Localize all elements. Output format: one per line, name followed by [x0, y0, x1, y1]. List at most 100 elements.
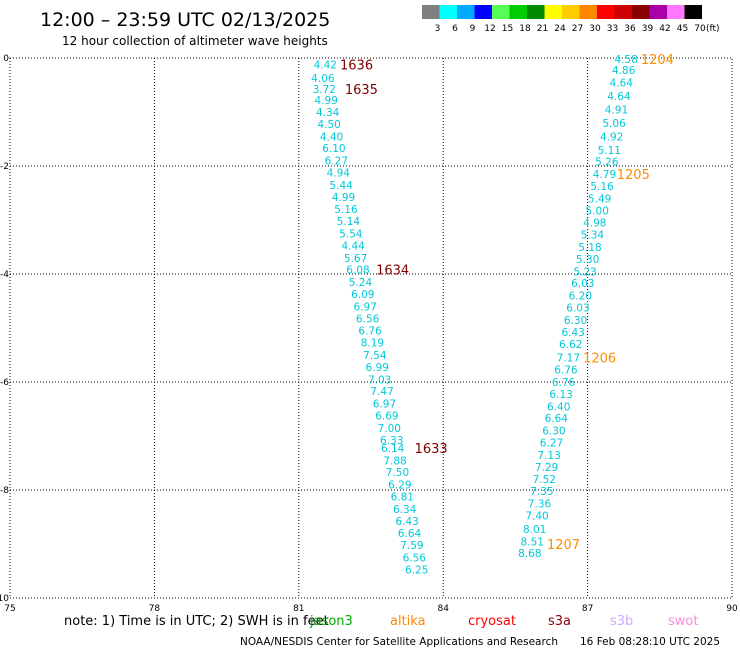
pass-label: 1634	[376, 264, 409, 279]
satellite-legend: jason3 altika cryosat s3a s3b swot	[309, 614, 698, 629]
swh-value: 4.99	[332, 192, 355, 204]
swh-value: 6.56	[403, 553, 427, 565]
swh-value: 4.50	[317, 119, 340, 131]
swh-value: 8.68	[518, 548, 541, 560]
swh-value: 6.20	[569, 291, 592, 303]
legend-swatch-70	[684, 5, 702, 19]
swh-value: 7.13	[537, 450, 560, 462]
y-tick-label: -6	[0, 378, 9, 388]
swh-value: 7.50	[386, 467, 409, 479]
swh-value: 8.19	[361, 338, 384, 350]
axis-tick-labels: 75 78 81 84 87 90 0 -2 -4 -6 -8 -10	[0, 54, 738, 614]
satellite-cryosat: cryosat	[468, 614, 516, 629]
x-tick-label: 75	[4, 604, 15, 614]
legend-swatch-15	[492, 5, 510, 19]
swh-value: 7.52	[533, 474, 556, 486]
pass-label: 1204	[641, 53, 674, 68]
pass-label: 1207	[547, 538, 580, 553]
legend-label-15: 15	[502, 24, 513, 34]
swh-value: 4.34	[316, 107, 340, 119]
legend-label-30: 30	[589, 24, 601, 34]
legend-label-27: 27	[572, 24, 583, 34]
x-tick-label: 84	[437, 604, 449, 614]
y-tick-label: -2	[0, 162, 9, 172]
swh-values: 4.424.063.724.994.344.504.406.106.274.94…	[311, 54, 638, 576]
swh-value: 6.09	[351, 289, 374, 301]
legend-label-39: 39	[642, 24, 654, 34]
legend-label-9: 9	[470, 24, 476, 34]
plot-grid	[9, 57, 733, 599]
x-tick-label: 78	[149, 604, 161, 614]
legend-swatch-6	[439, 5, 457, 19]
swh-value: 4.99	[315, 95, 338, 107]
swh-value: 4.06	[311, 73, 335, 85]
legend-label-42: 42	[659, 24, 670, 34]
swh-value: 5.00	[586, 205, 609, 217]
legend-swatch-27	[562, 5, 580, 19]
swh-value: 6.64	[545, 413, 569, 425]
swh-value: 5.06	[602, 118, 626, 130]
satellite-jason3: jason3	[309, 614, 353, 629]
satellite-s3a: s3a	[548, 614, 571, 629]
legend-swatch-30	[579, 5, 597, 19]
swh-value: 6.34	[393, 504, 417, 516]
legend-swatch-18	[509, 5, 527, 19]
swh-value: 6.25	[405, 564, 428, 576]
swh-value: 5.67	[344, 253, 367, 265]
legend-label-12: 12	[484, 24, 495, 34]
swh-value: 6.13	[549, 389, 572, 401]
pass-labels: 1636 1635 1634 1633 1204 1205 1206 1207	[340, 53, 674, 553]
legend-swatch-36	[614, 5, 632, 19]
swh-value: 4.58	[614, 54, 637, 66]
swh-value: 4.86	[612, 65, 636, 77]
swh-value: 6.40	[547, 401, 570, 413]
swh-value: 4.42	[314, 59, 337, 71]
swh-value: 6.81	[391, 491, 414, 503]
x-tick-label: 81	[293, 604, 304, 614]
footer-timestamp: 16 Feb 08:28:10 UTC 2025	[580, 636, 720, 648]
swh-value: 7.47	[370, 386, 393, 398]
swh-value: 5.49	[588, 193, 611, 205]
swh-value: 5.24	[349, 277, 373, 289]
swh-value: 6.33	[380, 435, 403, 447]
swh-value: 6.08	[346, 265, 369, 277]
swh-value: 6.03	[566, 302, 589, 314]
swh-value: 5.18	[578, 242, 601, 254]
legend-swatch-21	[527, 5, 545, 19]
pass-label: 1206	[583, 352, 616, 367]
swh-value: 5.26	[595, 157, 619, 169]
swh-value: 4.79	[593, 169, 616, 181]
swh-value: 7.88	[383, 455, 406, 467]
y-tick-label: -8	[0, 486, 9, 496]
swh-value: 6.69	[375, 410, 398, 422]
swh-value: 6.97	[373, 399, 396, 411]
legend-label-36: 36	[624, 24, 636, 34]
legend-unit: (ft)	[706, 24, 720, 34]
swh-value: 8.01	[523, 524, 546, 536]
swh-value: 6.27	[325, 156, 348, 168]
swh-value: 5.23	[573, 266, 596, 278]
y-tick-label: -10	[0, 594, 9, 604]
legend-swatch-33	[597, 5, 615, 19]
legend-swatch-9	[457, 5, 475, 19]
satellite-s3b: s3b	[610, 614, 633, 629]
swh-value: 3.72	[313, 84, 336, 96]
swh-value: 7.00	[378, 423, 401, 435]
swh-value: 4.64	[610, 77, 634, 89]
swh-value: 4.98	[583, 218, 606, 230]
swh-value: 6.30	[542, 426, 565, 438]
swh-value: 7.29	[535, 462, 558, 474]
color-legend: 3 6 9 12 15 18 21 24 27 30 33 36 39 42 45 70 (ft)	[422, 5, 720, 34]
swh-value: 6.99	[366, 362, 389, 374]
swh-value: 6.43	[561, 327, 584, 339]
swh-value: 6.76	[552, 377, 576, 389]
chart-title: 12:00 – 23:59 UTC 02/13/2025	[40, 9, 330, 31]
swh-value: 5.14	[337, 216, 361, 228]
legend-label-45: 45	[677, 24, 688, 34]
plot-frame	[9, 57, 733, 599]
swh-value: 5.11	[598, 145, 621, 157]
swh-value: 4.40	[320, 131, 343, 143]
swh-value: 5.16	[334, 204, 358, 216]
swh-value: 5.34	[581, 230, 605, 242]
swh-value: 6.43	[395, 516, 418, 528]
